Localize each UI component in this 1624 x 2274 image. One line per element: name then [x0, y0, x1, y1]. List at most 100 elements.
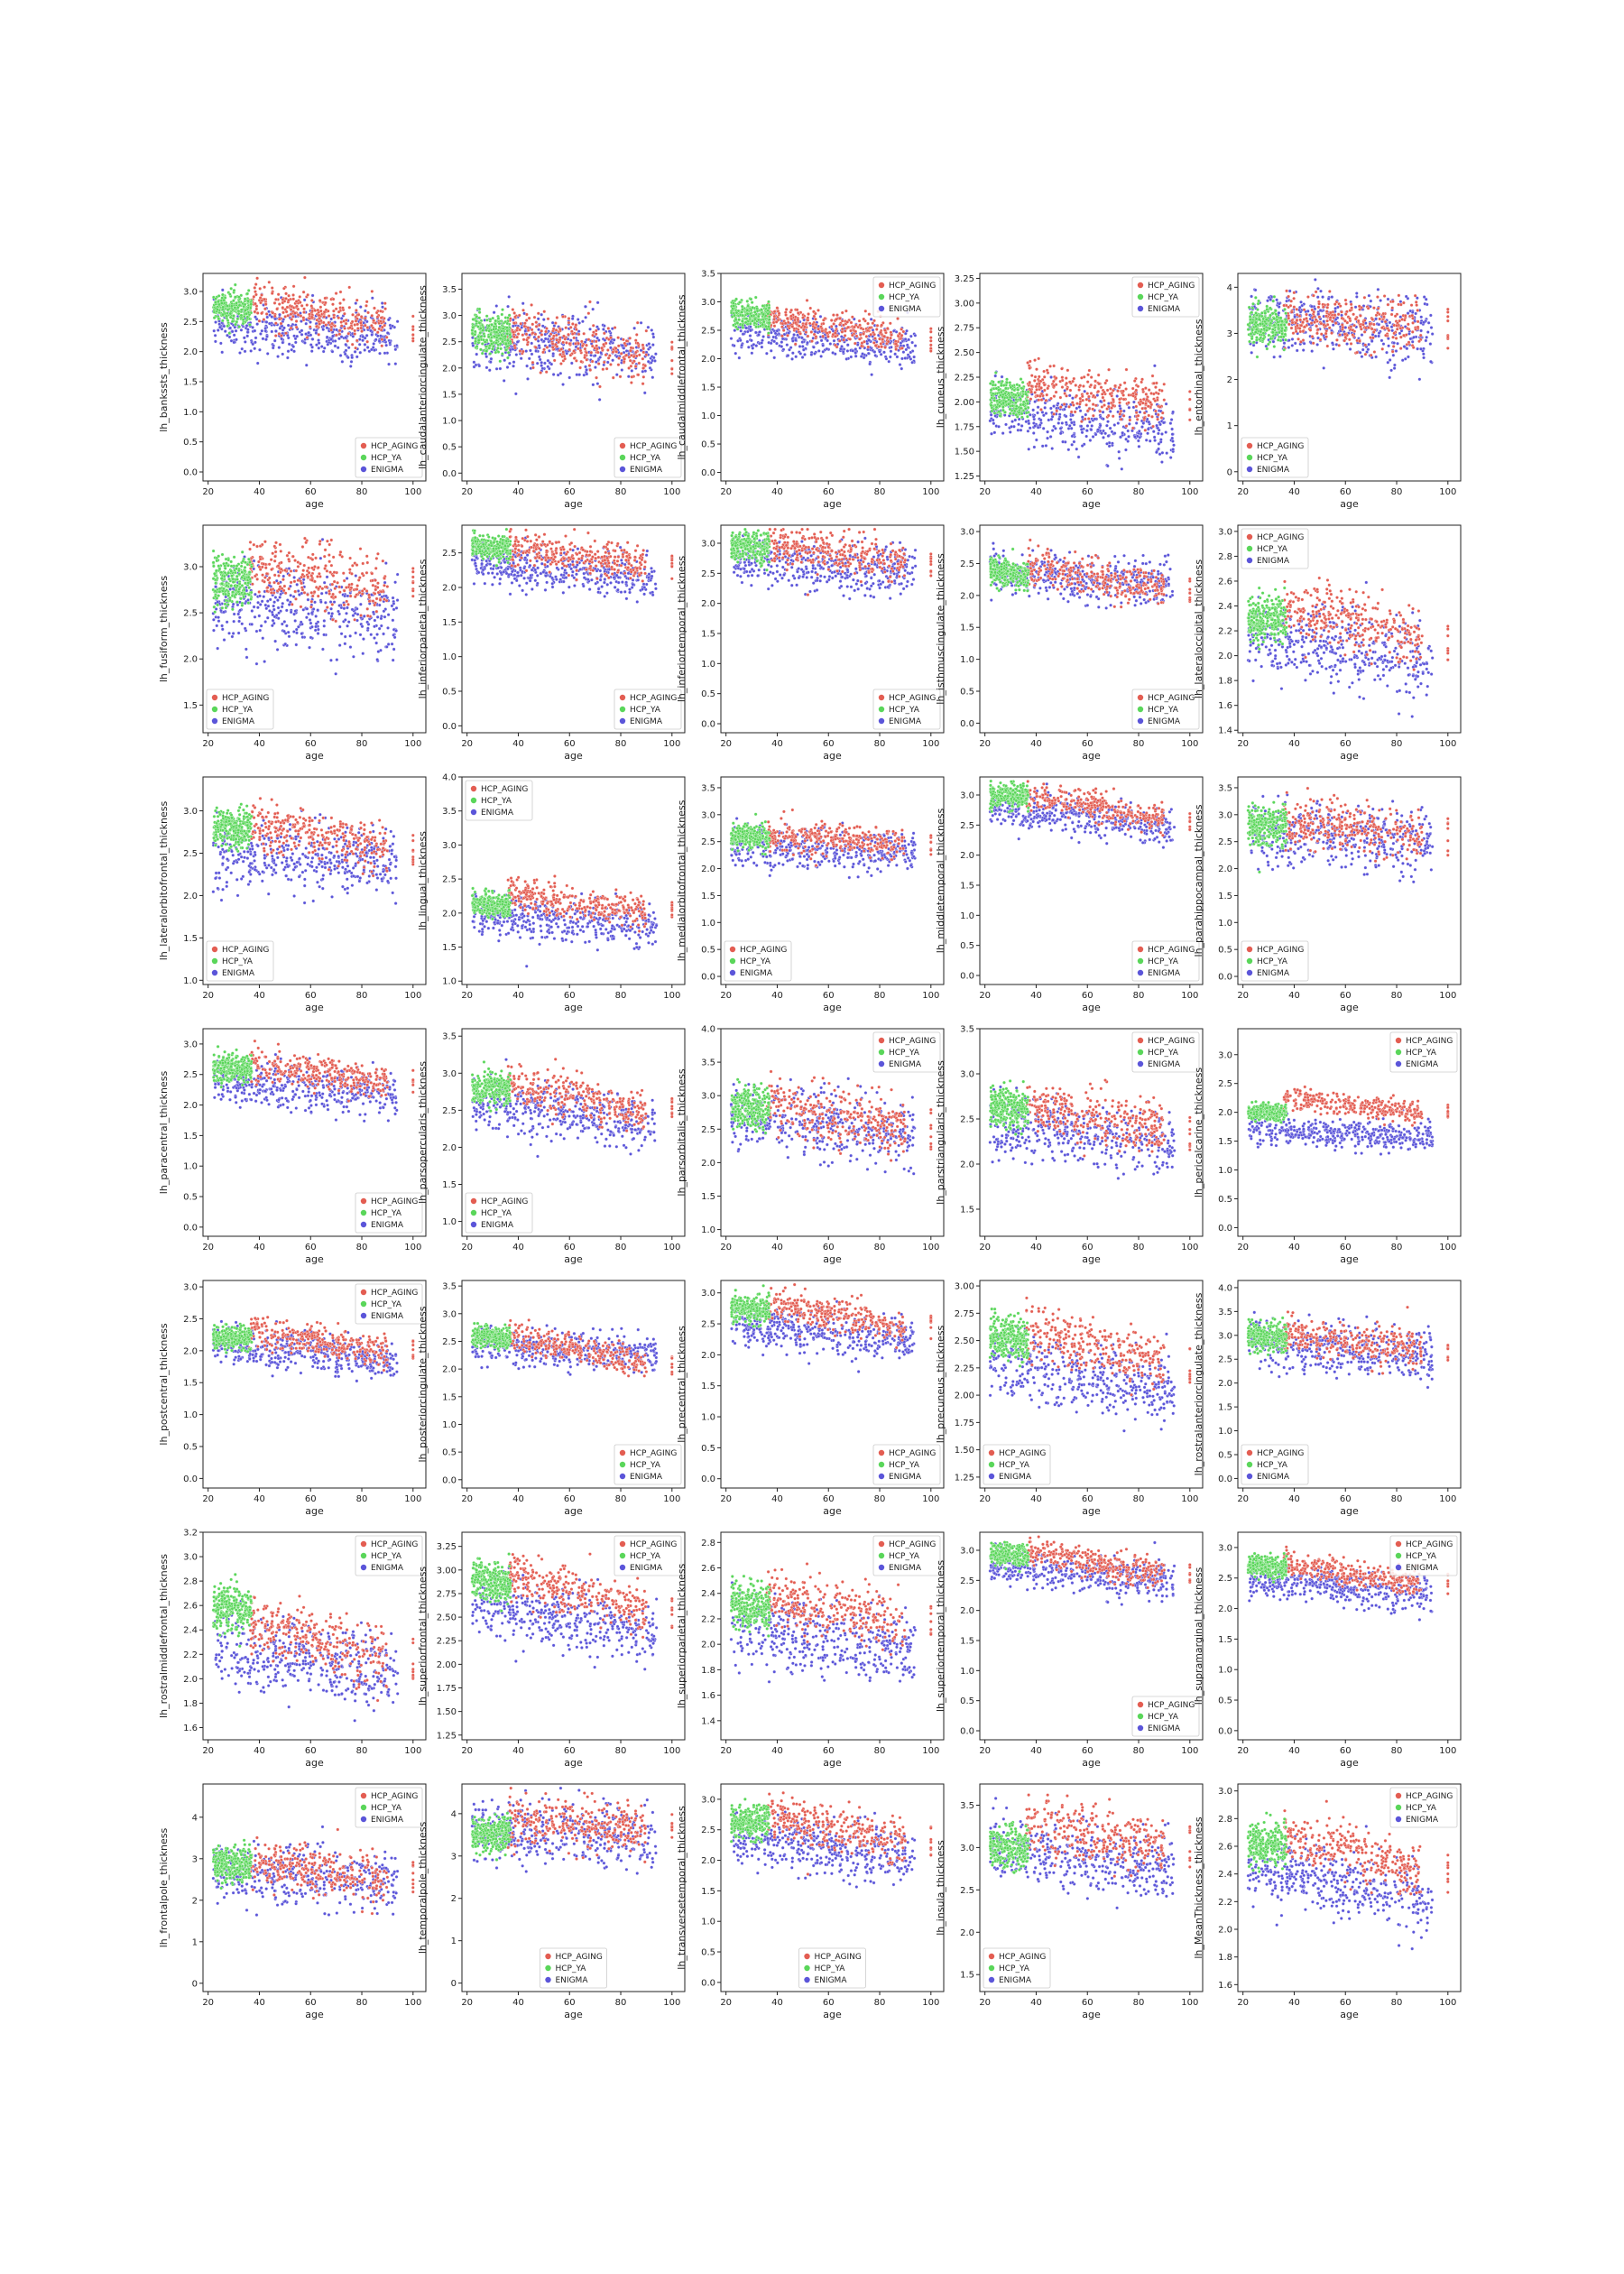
data-point: [910, 360, 914, 365]
data-point: [896, 317, 900, 320]
data-point: [992, 411, 997, 415]
data-point: [1367, 293, 1371, 298]
data-point: [585, 343, 588, 347]
data-point: [1024, 411, 1029, 415]
data-point: [1280, 331, 1285, 336]
data-point: [1124, 437, 1128, 441]
data-point: [531, 360, 535, 365]
data-point: [817, 309, 820, 312]
data-point: [501, 339, 504, 344]
data-point: [1333, 302, 1337, 306]
x-tick-label: 60: [823, 487, 835, 497]
data-point: [1317, 301, 1321, 306]
data-point: [1276, 338, 1280, 342]
data-point: [766, 325, 770, 328]
data-point: [254, 292, 258, 297]
data-point: [323, 300, 328, 305]
y-tick-label: 1.5: [183, 378, 198, 388]
data-point: [1033, 358, 1037, 362]
data-point: [222, 298, 226, 302]
legend-box: [614, 437, 682, 478]
data-point: [809, 353, 814, 356]
data-point: [233, 306, 237, 310]
data-point: [1309, 304, 1314, 309]
data-point: [363, 343, 367, 347]
data-point: [364, 333, 369, 337]
data-point: [237, 325, 242, 328]
data-point: [1325, 305, 1330, 310]
data-point: [900, 356, 904, 361]
data-point: [538, 357, 542, 362]
data-point: [471, 318, 475, 321]
data-point: [1292, 305, 1296, 310]
data-point: [641, 369, 645, 374]
data-point: [521, 308, 525, 312]
data-point: [553, 342, 558, 347]
data-point: [286, 349, 291, 354]
y-axis-label: lh_cuneus_thickness: [935, 327, 946, 429]
data-point: [1109, 387, 1112, 391]
data-point: [579, 359, 584, 364]
data-point: [1074, 384, 1078, 387]
data-point: [277, 346, 281, 349]
data-point: [800, 345, 805, 348]
x-tick-label: 40: [254, 487, 265, 497]
data-point: [336, 346, 340, 350]
data-point: [521, 337, 526, 342]
data-point: [874, 328, 879, 331]
data-point: [218, 341, 223, 346]
data-point: [1084, 429, 1089, 432]
data-point: [477, 307, 482, 311]
data-point: [589, 350, 594, 355]
data-point: [259, 332, 263, 336]
data-point: [1091, 413, 1095, 418]
data-point: [245, 334, 250, 338]
data-point: [1330, 319, 1334, 324]
data-point: [355, 298, 359, 302]
data-point: [351, 312, 355, 317]
data-point: [1020, 386, 1024, 391]
data-point: [632, 355, 636, 359]
data-point: [1111, 441, 1114, 446]
x-tick-label: 80: [874, 487, 886, 497]
x-tick-label: 40: [1030, 487, 1042, 497]
y-tick-label: 3.0: [701, 298, 715, 308]
data-point: [1150, 414, 1154, 419]
data-point: [813, 352, 817, 356]
data-point: [487, 346, 492, 350]
data-point: [595, 344, 598, 348]
legend-label: HCP_YA: [889, 293, 920, 302]
data-point: [594, 339, 598, 344]
data-point: [277, 332, 281, 336]
data-point: [1071, 413, 1075, 418]
data-point: [1008, 395, 1012, 400]
data-point: [363, 336, 367, 340]
data-point: [1251, 340, 1256, 345]
data-point: [576, 318, 580, 321]
data-point: [1105, 423, 1109, 428]
data-point: [1052, 384, 1057, 388]
data-point: [329, 328, 334, 332]
data-point: [551, 352, 556, 356]
data-point: [380, 337, 384, 342]
data-point: [496, 334, 501, 337]
data-point: [992, 380, 995, 384]
data-point: [1367, 342, 1370, 347]
data-point: [804, 322, 808, 327]
data-point: [731, 307, 734, 311]
data-point: [1043, 406, 1047, 410]
data-point: [623, 357, 627, 361]
data-point: [281, 306, 285, 310]
data-point: [1035, 387, 1038, 392]
data-point: [591, 333, 595, 337]
data-point: [801, 316, 805, 319]
data-point: [1416, 296, 1419, 300]
data-point: [1068, 388, 1073, 393]
data-point: [274, 298, 278, 301]
data-point: [1305, 317, 1308, 320]
data-point: [475, 352, 479, 356]
data-point: [601, 367, 605, 372]
data-point: [594, 365, 597, 369]
data-point: [229, 286, 234, 291]
